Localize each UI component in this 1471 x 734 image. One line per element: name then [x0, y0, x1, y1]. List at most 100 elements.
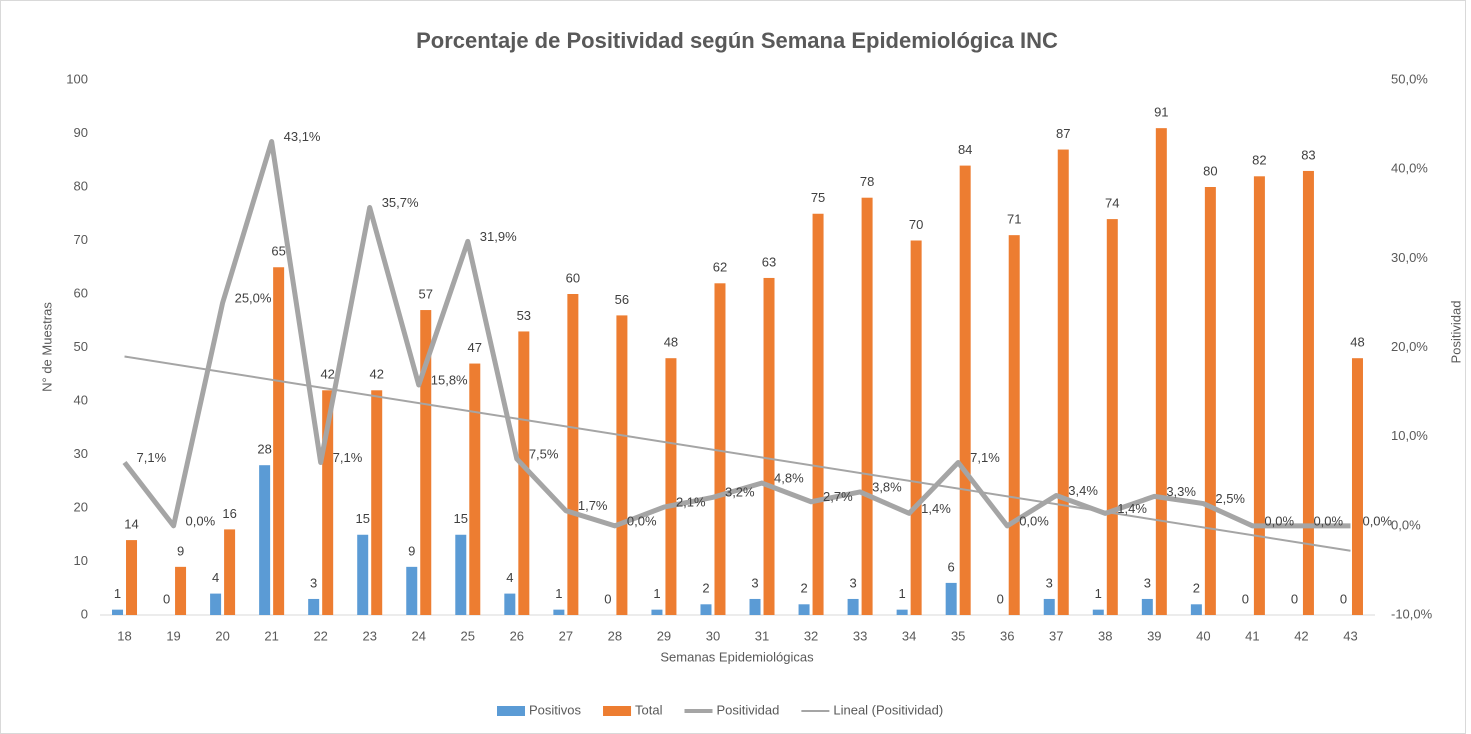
bar	[714, 283, 726, 615]
x-tick-label: 34	[902, 628, 916, 643]
bar	[1092, 609, 1104, 615]
bar	[665, 358, 677, 615]
line-value-label: 0,0%	[1264, 513, 1294, 528]
y2-tick-label: 30,0%	[1391, 250, 1428, 265]
line-value-label: 43,1%	[284, 129, 321, 144]
bar	[896, 609, 908, 615]
legend-label: Positivos	[529, 702, 582, 717]
x-tick-label: 20	[215, 628, 229, 643]
y-tick-label: 30	[74, 446, 88, 461]
x-tick-label: 28	[608, 628, 622, 643]
x-tick-label: 26	[510, 628, 524, 643]
bar	[1057, 149, 1069, 616]
line-value-label: 4,8%	[774, 470, 804, 485]
bar-value-label: 53	[517, 308, 531, 323]
bar	[1190, 604, 1202, 615]
bar-value-label: 71	[1007, 212, 1021, 227]
bar-value-label: 1	[1095, 586, 1102, 601]
bar	[210, 593, 222, 615]
y-tick-label: 0	[81, 606, 88, 621]
bar	[322, 390, 334, 615]
y-tick-label: 80	[74, 178, 88, 193]
bar-value-label: 28	[257, 442, 271, 457]
x-tick-label: 39	[1147, 628, 1161, 643]
legend-label: Lineal (Positividad)	[833, 702, 943, 717]
y2-tick-label: -10,0%	[1391, 606, 1433, 621]
line-value-label: 31,9%	[480, 229, 517, 244]
y-tick-label: 100	[66, 71, 88, 86]
x-axis-label: Semanas Epidemiológicas	[660, 649, 814, 664]
bar	[518, 331, 530, 615]
y-axis-label: N° de Muestras	[39, 302, 54, 392]
bar	[616, 315, 628, 615]
y2-tick-label: 20,0%	[1391, 339, 1428, 354]
bar-value-label: 0	[163, 591, 170, 606]
x-tick-label: 32	[804, 628, 818, 643]
bar	[1141, 598, 1153, 615]
bar-value-label: 56	[615, 292, 629, 307]
line-value-label: 35,7%	[382, 195, 419, 210]
bar-value-label: 0	[1291, 591, 1298, 606]
bar	[812, 213, 824, 615]
trendline	[124, 355, 1351, 552]
bar	[910, 240, 922, 615]
bar-value-label: 57	[419, 286, 433, 301]
bar	[651, 609, 663, 615]
bar-value-label: 4	[506, 570, 513, 585]
bar-value-label: 0	[1340, 591, 1347, 606]
x-tick-label: 19	[166, 628, 180, 643]
bar	[861, 197, 873, 615]
bar	[224, 529, 236, 615]
bar-value-label: 1	[653, 586, 660, 601]
bar	[1204, 187, 1216, 615]
line-value-label: 0,0%	[1362, 513, 1392, 528]
y-tick-label: 10	[74, 553, 88, 568]
line-value-label: 2,5%	[1215, 491, 1245, 506]
bar	[455, 534, 467, 615]
x-tick-label: 36	[1000, 628, 1014, 643]
bar-value-label: 74	[1105, 196, 1119, 211]
line-value-label: 3,8%	[872, 479, 902, 494]
x-tick-label: 33	[853, 628, 867, 643]
bar	[1008, 235, 1020, 615]
y2-tick-label: 50,0%	[1391, 71, 1428, 86]
y2-tick-label: 10,0%	[1391, 428, 1428, 443]
bar-value-label: 0	[997, 591, 1004, 606]
x-tick-label: 35	[951, 628, 965, 643]
bar	[1043, 598, 1055, 615]
x-tick-label: 41	[1245, 628, 1259, 643]
bar-value-label: 62	[713, 260, 727, 275]
bar	[1253, 176, 1265, 616]
line-value-label: 2,7%	[823, 489, 853, 504]
bar	[357, 534, 369, 615]
bar-value-label: 84	[958, 142, 972, 157]
bar	[847, 598, 859, 615]
bar	[406, 566, 418, 615]
line	[122, 139, 1351, 529]
bar	[1155, 128, 1167, 615]
bar-value-label: 9	[408, 543, 415, 558]
bar	[700, 604, 712, 615]
x-tick-label: 37	[1049, 628, 1063, 643]
y-tick-label: 90	[74, 125, 88, 140]
bar	[112, 609, 124, 615]
y2-tick-label: 40,0%	[1391, 161, 1428, 176]
line-value-label: 3,4%	[1068, 483, 1098, 498]
bar-value-label: 3	[310, 575, 317, 590]
legend-swatch	[603, 706, 632, 716]
bar-value-label: 42	[369, 367, 383, 382]
x-tick-label: 30	[706, 628, 720, 643]
bar-value-label: 6	[948, 559, 955, 574]
x-tick-label: 22	[313, 628, 327, 643]
line-value-label: 0,0%	[1313, 513, 1343, 528]
bar	[308, 598, 320, 615]
y-tick-label: 60	[74, 285, 88, 300]
bar	[1106, 219, 1118, 615]
bar	[259, 465, 271, 615]
legend-swatch	[497, 706, 525, 716]
x-tick-label: 24	[412, 628, 426, 643]
y-tick-label: 50	[74, 339, 88, 354]
line-value-label: 25,0%	[235, 290, 272, 305]
